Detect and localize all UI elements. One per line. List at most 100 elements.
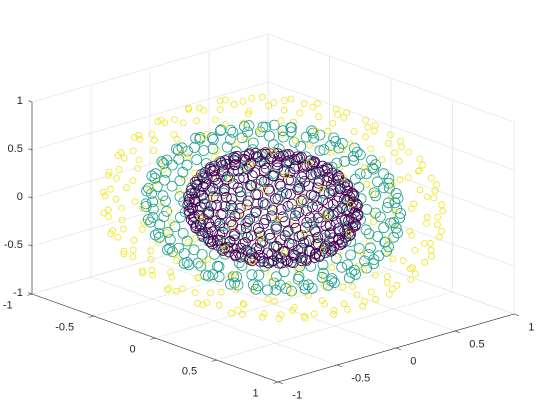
data-point-series-2 [158, 158, 170, 170]
data-point-series-3 [421, 258, 429, 266]
data-point-series-2 [150, 168, 162, 180]
data-point-series-2 [346, 266, 357, 278]
data-point-series-2 [150, 229, 161, 241]
data-point-series-2 [392, 227, 403, 239]
data-point-series-2 [176, 142, 188, 154]
data-point-series-3 [248, 95, 256, 102]
data-point-series-3 [222, 121, 229, 128]
data-point-series-1 [331, 195, 343, 207]
data-point-series-3 [427, 246, 435, 254]
data-point-series-2 [372, 176, 383, 188]
data-point-series-1 [334, 239, 346, 251]
data-point-series-2 [270, 271, 282, 283]
data-point-series-2 [317, 267, 329, 279]
data-point-series-2 [286, 285, 297, 297]
data-point-series-3 [280, 106, 288, 114]
data-point-series-2 [253, 269, 265, 281]
data-point-series-1 [309, 252, 321, 263]
data-point-series-2 [207, 143, 219, 155]
data-point-series-1 [219, 242, 231, 254]
data-point-series-3 [246, 161, 254, 169]
data-point-series-3 [319, 246, 327, 254]
data-point-series-2 [339, 200, 351, 212]
data-point-series-3 [184, 238, 192, 246]
data-point-series-3 [168, 273, 176, 281]
data-point-series-2 [195, 214, 207, 226]
data-point-series-2 [311, 168, 323, 180]
data-point-series-3 [291, 136, 299, 144]
data-point-series-3 [239, 98, 247, 105]
y-tick-mark [454, 330, 461, 334]
data-point-series-2 [239, 161, 251, 173]
data-point-series-3 [244, 110, 252, 118]
data-point-series-1 [191, 179, 203, 191]
data-point-series-3 [387, 131, 394, 139]
data-point-series-1 [211, 235, 223, 246]
data-point-series-3 [194, 274, 202, 282]
data-point-series-3 [259, 313, 266, 321]
data-point-series-2 [268, 119, 280, 131]
data-point-series-2 [306, 282, 318, 294]
data-point-series-3 [211, 116, 219, 124]
data-point-series-3 [99, 188, 107, 196]
data-point-series-3 [389, 255, 397, 263]
data-point-series-3 [216, 97, 224, 105]
data-point-series-2 [250, 178, 262, 190]
data-point-series-3 [330, 307, 338, 314]
data-point-series-1 [253, 243, 265, 255]
tick-labels: -1 -0.5 0 0.5 1 -1 -0.5 0 0.5 1 -1 -0.5 0 0.5 1 [3, 95, 535, 402]
data-point-series-3 [200, 107, 208, 114]
data-point-series-3 [364, 123, 372, 131]
data-point-series-2 [257, 121, 269, 133]
data-point-series-3 [378, 156, 386, 164]
data-point-series-2 [157, 190, 169, 202]
data-point-series-2 [177, 166, 189, 178]
data-point-series-1 [298, 237, 310, 249]
data-point-series-1 [183, 205, 195, 217]
data-point-series-2 [181, 257, 193, 268]
z-tick-label: 0 [17, 191, 23, 203]
x-tick-mark [150, 337, 156, 340]
data-point-series-1 [350, 201, 362, 212]
x-tick-mark [88, 315, 94, 318]
data-point-series-2 [294, 261, 306, 273]
data-point-series-2 [238, 121, 250, 132]
data-point-series-3 [255, 127, 263, 135]
data-point-series-2 [200, 199, 212, 211]
data-point-series-2 [188, 244, 200, 256]
data-point-series-1 [301, 205, 312, 217]
data-point-series-1 [333, 171, 345, 182]
data-point-series-2 [326, 161, 338, 173]
data-point-series-3 [288, 289, 296, 297]
data-point-series-3 [245, 107, 253, 115]
data-point-series-2 [158, 211, 170, 222]
data-point-series-3 [365, 238, 373, 245]
data-point-series-1 [296, 229, 308, 241]
data-point-series-1 [244, 213, 256, 225]
data-point-series-3 [287, 95, 295, 103]
data-point-series-2 [142, 214, 154, 225]
data-point-series-2 [162, 226, 174, 238]
data-point-series-1 [288, 163, 300, 175]
data-point-series-3 [323, 213, 331, 221]
data-point-series-3 [438, 201, 445, 209]
data-point-series-2 [215, 124, 227, 136]
data-point-series-3 [273, 215, 281, 223]
data-point-series-2 [240, 227, 252, 239]
data-point-series-3 [411, 270, 419, 278]
data-point-series-3 [165, 285, 173, 292]
data-point-series-2 [213, 156, 225, 168]
data-point-series-3 [131, 198, 139, 206]
data-point-series-2 [383, 173, 395, 185]
data-point-series-3 [360, 266, 368, 274]
data-point-series-1 [297, 160, 309, 172]
data-point-series-2 [194, 132, 206, 143]
data-point-series-1 [266, 204, 278, 216]
data-point-series-1 [267, 170, 279, 182]
data-point-series-3 [310, 310, 318, 318]
data-point-series-1 [243, 160, 255, 172]
data-point-series-3 [171, 251, 179, 258]
data-point-series-1 [345, 228, 356, 240]
x-tick-label: 0.5 [182, 365, 197, 377]
data-point-series-1 [257, 197, 269, 209]
